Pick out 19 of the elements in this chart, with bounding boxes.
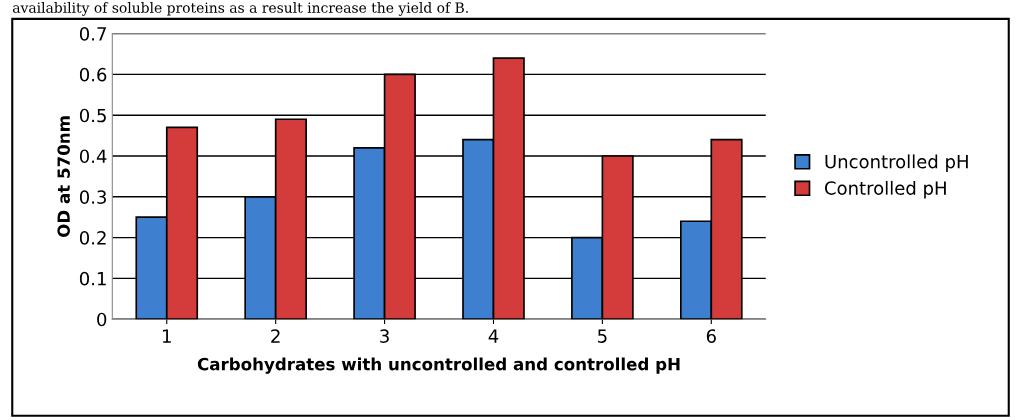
y-tick-label: 0.2 — [79, 231, 106, 245]
y-tick-label: 0.1 — [79, 271, 106, 286]
x-tick-label: 3 — [380, 329, 389, 343]
y-axis-title: OD at 570nm — [57, 116, 70, 237]
x-tick-label: 4 — [488, 329, 499, 343]
x-tick-label: 2 — [271, 329, 280, 343]
y-tick-label: 0 — [97, 312, 107, 327]
y-tick-label: 0.5 — [79, 108, 106, 123]
text: availability of soluble proteins as a result increase the yield of B. — [12, 2, 468, 16]
x-tick-label: 1 — [163, 329, 171, 343]
x-tick-label: 5 — [598, 329, 607, 343]
y-tick-label: 0.7 — [79, 27, 106, 41]
legend-label: Controlled pH — [824, 180, 946, 199]
x-axis-title: Carbohydrates with uncontrolled and controlled pH — [197, 357, 680, 374]
legend-label: Uncontrolled pH — [825, 154, 968, 172]
y-tick-label: 0.6 — [79, 67, 107, 82]
x-tick-label: 6 — [706, 329, 716, 343]
y-tick-label: 0.3 — [79, 190, 106, 204]
y-tick-label: 0.4 — [79, 149, 107, 164]
